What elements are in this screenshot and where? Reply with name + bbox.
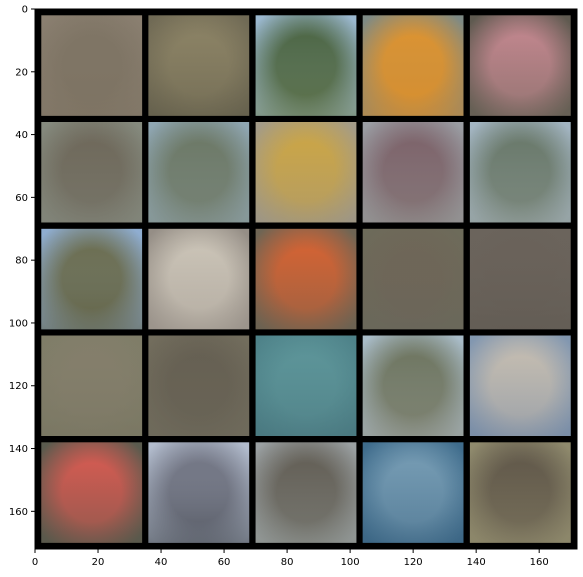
grid-tile-shading [362, 442, 464, 543]
x-tick-label: 60 [218, 557, 231, 568]
y-tick-label: 20 [15, 67, 28, 78]
y-tick-label: 120 [9, 381, 28, 392]
grid-tile-shading [469, 122, 571, 223]
y-tick-label: 80 [15, 256, 28, 267]
y-tick-label: 160 [9, 507, 28, 518]
grid-tile-shading [41, 442, 143, 543]
y-tick-label: 60 [15, 193, 28, 204]
grid-tile-shading [41, 335, 143, 436]
grid-tile-shading [148, 228, 250, 330]
grid-tile-shading [469, 442, 571, 543]
grid-tile-shading [255, 122, 357, 223]
grid-tile-shading [469, 335, 571, 436]
grid-tile-shading [255, 442, 357, 543]
grid-tile-shading [148, 122, 250, 223]
grid-tile-shading [148, 442, 250, 543]
y-axis: 0 20 40 60 80 100 120 140 160 [9, 5, 35, 518]
grid-tile-shading [41, 122, 143, 223]
x-tick-label: 80 [281, 557, 294, 568]
x-axis: 0 20 40 60 80 100 120 140 160 [32, 549, 549, 568]
y-tick-label: 40 [15, 130, 28, 141]
grid-tile-shading [469, 15, 571, 116]
x-tick-label: 0 [32, 557, 38, 568]
grid-tile-shading [255, 335, 357, 436]
tiles-layer [41, 15, 571, 543]
y-tick-label: 100 [9, 318, 28, 329]
grid-tile-shading [148, 335, 250, 436]
grid-tile-shading [148, 15, 250, 116]
x-tick-label: 20 [92, 557, 105, 568]
grid-tile-shading [41, 15, 143, 116]
grid-tile-shading [255, 228, 357, 330]
x-tick-label: 40 [155, 557, 168, 568]
grid-tile-shading [362, 228, 464, 330]
y-tick-label: 0 [22, 5, 28, 16]
image-area-border [34, 8, 578, 550]
x-tick-label: 140 [467, 557, 486, 568]
x-tick-label: 160 [530, 557, 549, 568]
grid-tile-shading [469, 228, 571, 330]
grid-tile-shading [41, 228, 143, 330]
x-tick-label: 120 [404, 557, 423, 568]
grid-tile-shading [362, 122, 464, 223]
grid-tile-shading [255, 15, 357, 116]
y-tick-label: 140 [9, 444, 28, 455]
grid-tile-shading [362, 335, 464, 436]
x-tick-label: 100 [341, 557, 360, 568]
grid-tile-shading [362, 15, 464, 116]
